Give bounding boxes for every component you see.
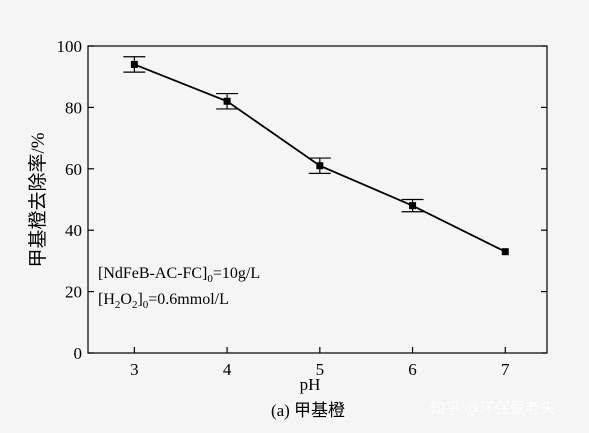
y-tick-label: 80 — [65, 98, 82, 117]
y-tick-label: 100 — [57, 37, 83, 56]
annotation-2-close: ] — [137, 291, 142, 308]
data-point-marker — [130, 60, 138, 68]
y-tick-label: 0 — [74, 344, 83, 363]
x-tick-label: 6 — [408, 360, 417, 379]
data-point-marker — [409, 202, 417, 210]
x-tick-label: 5 — [316, 360, 325, 379]
y-tick-label: 20 — [65, 283, 82, 302]
data-point-marker — [316, 162, 324, 170]
annotation-catalyst-dose: [NdFeB-AC-FC]0=10g/L — [98, 265, 260, 285]
y-tick-label: 40 — [65, 221, 82, 240]
annotation-2-bracket: [H — [98, 291, 115, 308]
annotation-h2o2-conc: [H2O2]0=0.6mmol/L — [98, 291, 229, 311]
plot-frame — [87, 45, 548, 354]
x-tick-label: 7 — [501, 360, 510, 379]
data-series — [123, 56, 509, 256]
annotation-2-subscript-1: 2 — [115, 299, 121, 311]
x-tick-label: 4 — [223, 360, 232, 379]
annotation-2-subscript-3: 0 — [143, 299, 149, 311]
y-axis-label: 甲基橙去除率/% — [27, 132, 49, 267]
annotation-2-oxygen: O — [120, 291, 132, 308]
annotation-1-main: [NdFeB-AC-FC] — [98, 265, 207, 282]
figure-caption: (a) 甲基橙 — [271, 401, 345, 420]
annotation-1-value: =10g/L — [213, 265, 260, 282]
data-point-marker — [501, 248, 509, 256]
annotation-1-subscript: 0 — [207, 273, 213, 285]
x-tick-label: 3 — [130, 360, 139, 379]
data-point-marker — [223, 97, 231, 105]
watermark-text: 知乎 @环保倔老头 — [430, 399, 555, 417]
annotation-2-value: =0.6mmol/L — [148, 291, 229, 308]
y-tick-label: 60 — [65, 160, 82, 179]
x-axis-label: pH — [300, 375, 321, 394]
annotation-2-subscript-2: 2 — [132, 299, 138, 311]
